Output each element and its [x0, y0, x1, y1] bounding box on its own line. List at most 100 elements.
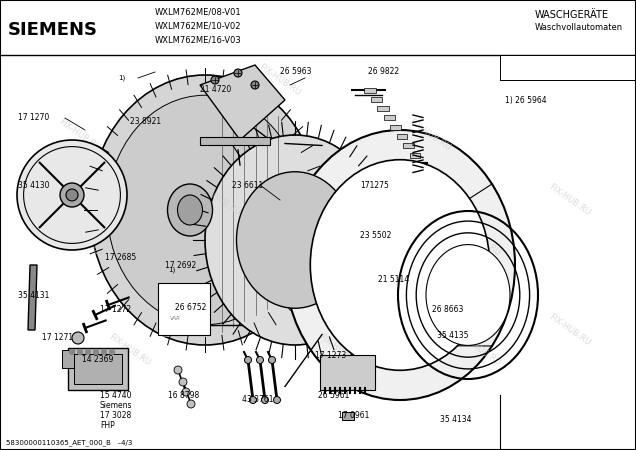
Text: 17 1271: 17 1271	[42, 333, 73, 342]
Text: 17 2692: 17 2692	[165, 261, 197, 270]
Circle shape	[268, 356, 275, 364]
Bar	[397, 134, 408, 139]
Circle shape	[256, 356, 263, 364]
Text: FIX-HUB.RU: FIX-HUB.RU	[357, 222, 403, 258]
Ellipse shape	[285, 130, 515, 400]
Circle shape	[109, 350, 114, 355]
Circle shape	[244, 356, 251, 364]
Bar	[320, 355, 375, 390]
Circle shape	[249, 396, 256, 404]
Text: 26 6752: 26 6752	[175, 303, 206, 312]
Bar	[403, 143, 413, 148]
Text: 26 5961: 26 5961	[318, 391, 349, 400]
Circle shape	[187, 400, 195, 408]
Text: 17 0961: 17 0961	[338, 410, 370, 419]
Text: 35 4134: 35 4134	[440, 415, 471, 424]
Ellipse shape	[237, 172, 354, 308]
Text: WASCHGERÄTE: WASCHGERÄTE	[535, 10, 609, 20]
Bar	[158, 283, 210, 335]
Text: FIX-HUB.RU: FIX-HUB.RU	[197, 182, 242, 218]
Text: FIX-HUB.RU: FIX-HUB.RU	[317, 333, 363, 368]
Text: 3740: 3740	[505, 71, 523, 77]
Circle shape	[179, 378, 187, 386]
Bar	[377, 106, 389, 111]
Text: WXLM762ME/08-V01: WXLM762ME/08-V01	[155, 8, 242, 17]
Text: WXLM762ME/10-V02: WXLM762ME/10-V02	[155, 22, 242, 31]
Text: Mat. – Nr. – Konstante: Mat. – Nr. – Konstante	[505, 59, 574, 64]
Bar	[410, 153, 420, 158]
Text: 23 8921: 23 8921	[130, 117, 161, 126]
Text: 17 3028: 17 3028	[100, 410, 131, 419]
Text: 26 9822: 26 9822	[368, 68, 399, 76]
Text: 35 4131: 35 4131	[18, 291, 50, 300]
Circle shape	[66, 189, 78, 201]
Circle shape	[234, 69, 242, 77]
Text: 15 4740: 15 4740	[100, 391, 132, 400]
Text: 58300000110365_AET_000_B   –4/3: 58300000110365_AET_000_B –4/3	[6, 440, 132, 446]
Bar	[371, 97, 382, 102]
Text: FIX-HUB.RU: FIX-HUB.RU	[57, 222, 102, 258]
Circle shape	[93, 350, 99, 355]
Text: FIX-HUB.RU: FIX-HUB.RU	[258, 63, 303, 98]
Text: 26 5963: 26 5963	[280, 68, 312, 76]
Text: 21 5114: 21 5114	[378, 275, 409, 284]
Text: Siemens: Siemens	[100, 400, 132, 410]
Text: 1) 26 5964: 1) 26 5964	[505, 95, 546, 104]
Circle shape	[85, 350, 90, 355]
Text: 43 3761: 43 3761	[242, 396, 273, 405]
Polygon shape	[28, 265, 37, 330]
Text: FIX-HUB.RU: FIX-HUB.RU	[548, 312, 593, 348]
Circle shape	[72, 332, 84, 344]
Ellipse shape	[90, 75, 320, 345]
Ellipse shape	[205, 135, 385, 345]
Ellipse shape	[426, 245, 510, 346]
Bar	[200, 137, 270, 145]
Circle shape	[17, 140, 127, 250]
Text: 14 2369: 14 2369	[82, 356, 113, 364]
Bar	[74, 354, 122, 384]
Bar	[62, 350, 74, 368]
Text: 17 1270: 17 1270	[18, 113, 49, 122]
Text: FIX-HUB.RU: FIX-HUB.RU	[57, 117, 102, 153]
Text: 1): 1)	[168, 267, 176, 273]
Text: 23 5502: 23 5502	[360, 230, 391, 239]
Text: FIX-HUB.RU: FIX-HUB.RU	[408, 117, 453, 153]
Circle shape	[273, 396, 280, 404]
Circle shape	[182, 388, 190, 396]
Text: 26 8663: 26 8663	[432, 306, 464, 315]
Bar	[384, 115, 395, 120]
Text: SIEMENS: SIEMENS	[8, 21, 98, 39]
Bar	[68, 348, 128, 390]
Text: 171275: 171275	[360, 180, 389, 189]
Text: 23 6611: 23 6611	[232, 180, 263, 189]
Circle shape	[251, 81, 259, 89]
Circle shape	[69, 350, 74, 355]
Circle shape	[102, 350, 106, 355]
Text: FIX-HUB.RU: FIX-HUB.RU	[107, 333, 153, 368]
Text: WXLM762ME/16-V03: WXLM762ME/16-V03	[155, 36, 242, 45]
Text: 17 1273: 17 1273	[315, 351, 346, 360]
Text: 17 2685: 17 2685	[105, 253, 136, 262]
Circle shape	[261, 396, 268, 404]
Text: VAR: VAR	[170, 315, 181, 320]
Text: 16 8798: 16 8798	[168, 391, 199, 400]
Circle shape	[78, 350, 83, 355]
Text: FHP: FHP	[100, 420, 114, 429]
Bar	[391, 125, 401, 130]
Text: 17 1272: 17 1272	[100, 306, 131, 315]
Ellipse shape	[177, 195, 202, 225]
Text: 21 4720: 21 4720	[200, 86, 232, 94]
Bar	[364, 87, 376, 93]
Text: FIX-HUB.RU: FIX-HUB.RU	[548, 182, 593, 218]
Bar	[500, 55, 636, 80]
Text: 35 4130: 35 4130	[18, 180, 50, 189]
Polygon shape	[200, 65, 285, 140]
Bar	[342, 412, 354, 420]
Ellipse shape	[107, 95, 303, 325]
Ellipse shape	[167, 184, 212, 236]
Text: FIX-HUB.RU: FIX-HUB.RU	[457, 222, 502, 258]
Ellipse shape	[310, 160, 490, 370]
Circle shape	[60, 183, 84, 207]
Text: Waschvollautomaten: Waschvollautomaten	[535, 23, 623, 32]
Text: 35 4135: 35 4135	[437, 330, 469, 339]
